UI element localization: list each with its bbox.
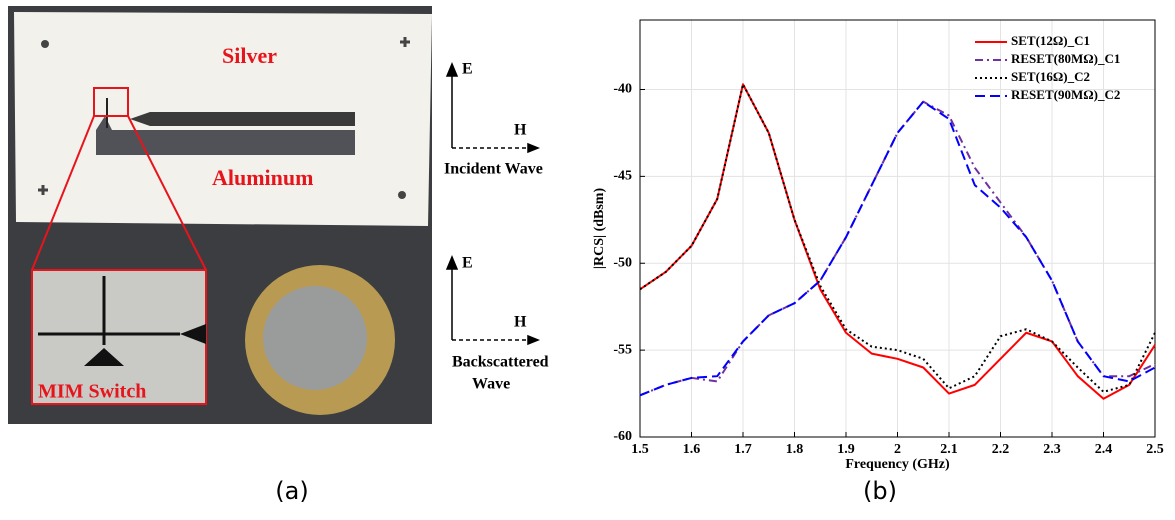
legend-label: RESET(80MΩ)_C1 [1011,51,1120,66]
x-tick-label: 2.1 [940,442,958,457]
series-line [639,83,1156,393]
hole [41,40,49,48]
h-label: H [514,314,527,331]
series-line [639,100,1156,397]
x-tick-label: 2.4 [1095,442,1113,457]
hole [398,191,406,199]
incident-axes [445,62,541,154]
legend-label: SET(16Ω)_C2 [1011,69,1090,84]
zoom-box [93,87,129,117]
x-tick-label: 1.8 [786,442,804,457]
plot-frame [639,19,1156,438]
x-tick-label: 1.9 [837,442,855,457]
legend-label: SET(12Ω)_C1 [1011,33,1090,48]
backscattered-axes [445,255,541,346]
wave-caption: Backscattered [452,354,549,371]
wave-caption: Wave [472,376,510,393]
inset [31,269,207,405]
y-tick-label: -55 [613,342,632,357]
zoom-line [31,115,95,271]
silver-strip [130,112,355,126]
y-tick-label: -40 [613,82,632,97]
x-axis-label: Frequency (GHz) [845,457,950,472]
x-tick-label: 1.6 [683,442,701,457]
y-axis-label: |RCS| (dBsm) [592,188,607,270]
silver-label: Silver [222,43,277,68]
inset-tapers [84,324,206,366]
mim-label: MIM Switch [38,381,146,403]
panel-caption: (b) [863,477,897,505]
series-line [639,100,1156,397]
aluminum-strip [96,116,355,155]
x-tick-label: 2.5 [1146,442,1164,457]
wave-caption: Incident Wave [444,161,543,178]
zoom-line [127,115,207,271]
e-label: E [462,255,473,272]
marks [38,37,410,195]
x-tick-label: 1.7 [734,442,752,457]
coin-center [263,286,367,390]
e-label: E [462,61,473,78]
h-label: H [514,122,527,139]
x-tick-label: 2.2 [992,442,1010,457]
y-tick-label: -60 [613,429,632,444]
x-tick-label: 2.3 [1043,442,1061,457]
aluminum-label: Aluminum [212,165,313,190]
x-tick-label: 2 [894,442,901,457]
x-tick-label: 1.5 [631,442,649,457]
y-tick-label: -50 [613,255,632,270]
legend-label: RESET(90MΩ)_C2 [1011,87,1120,102]
panel-caption: (a) [275,477,308,505]
y-tick-label: -45 [613,169,632,184]
